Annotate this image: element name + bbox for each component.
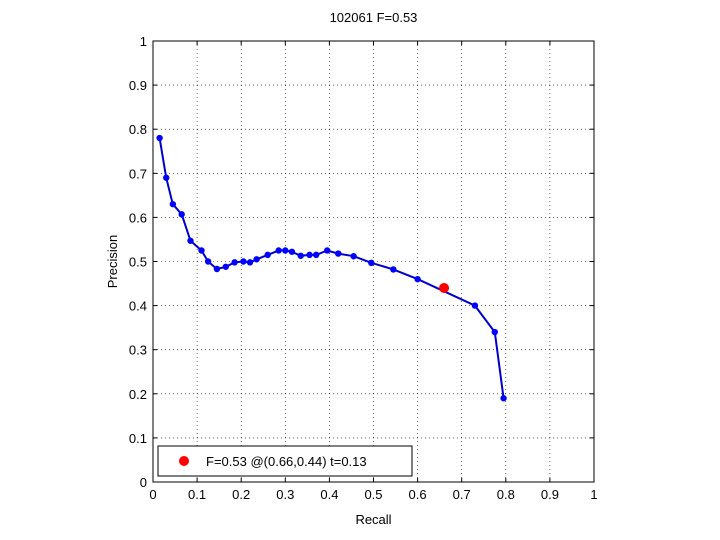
data-point [390,266,397,273]
data-point [282,247,289,254]
series-line [158,137,505,399]
data-point [323,247,331,254]
y-tick-label: 0.5 [129,255,147,270]
data-point [350,253,357,260]
data-point [163,174,170,181]
data-point [204,258,212,265]
y-tick-label: 0.4 [129,299,147,314]
x-tick-label: 0.4 [320,487,338,502]
x-tick-label: 0.9 [541,487,559,502]
y-tick-label: 0.6 [129,210,147,225]
legend: F=0.53 @(0.66,0.44) t=0.13 [157,445,413,477]
x-tick-label: 0.7 [453,487,471,502]
legend-label: F=0.53 @(0.66,0.44) t=0.13 [206,454,367,469]
x-tick-label: 0.5 [364,487,382,502]
data-point [198,247,205,254]
x-tick-label: 0.6 [409,487,427,502]
data-point [491,328,498,336]
data-point [231,259,238,266]
y-tick-label: 0 [140,475,147,490]
data-point [414,275,421,283]
data-point [246,259,254,266]
x-tick-label: 0.2 [232,487,250,502]
x-tick-label: 0.3 [276,487,294,502]
x-axis-label: Recall [355,512,391,527]
data-point [288,248,296,255]
data-point [169,200,177,208]
x-tick-label: 0.1 [188,487,206,502]
y-tick-label: 1 [140,34,147,49]
data-point [297,252,304,259]
data-point [253,256,260,263]
y-tick-label: 0.8 [129,122,147,137]
data-point [187,237,194,244]
y-axis-label: Precision [105,235,120,288]
y-tick-label: 0.2 [129,387,147,402]
data-point [471,302,479,309]
data-point [500,395,507,402]
x-tick-label: 0.8 [497,487,515,502]
chart-title: 102061 F=0.53 [330,10,418,25]
x-tick-label: 1 [590,487,597,502]
data-point [213,265,221,273]
data-point [156,134,163,142]
y-tick-label: 0.7 [129,166,147,181]
data-point [240,258,247,265]
data-point [178,211,185,218]
legend-box [157,445,413,477]
data-point [306,251,313,259]
data-point [335,250,342,257]
data-point [312,251,320,259]
y-tick-label: 0.9 [129,78,147,93]
y-tick-label: 0.1 [129,431,147,446]
data-point [275,247,282,254]
best-f-point [439,282,450,293]
legend-marker [179,456,189,466]
data-point [264,251,271,259]
data-point [368,259,375,267]
axis-ticks: 0 0.1 0.2 0.3 0.4 0.5 0.6 0.7 0.8 0.9 1 0 0.1 0.2 0.3 0… [129,34,598,502]
data-point [222,263,229,270]
y-tick-label: 0.3 [129,343,147,358]
x-tick-label: 0 [149,487,156,502]
data-series [156,134,507,402]
